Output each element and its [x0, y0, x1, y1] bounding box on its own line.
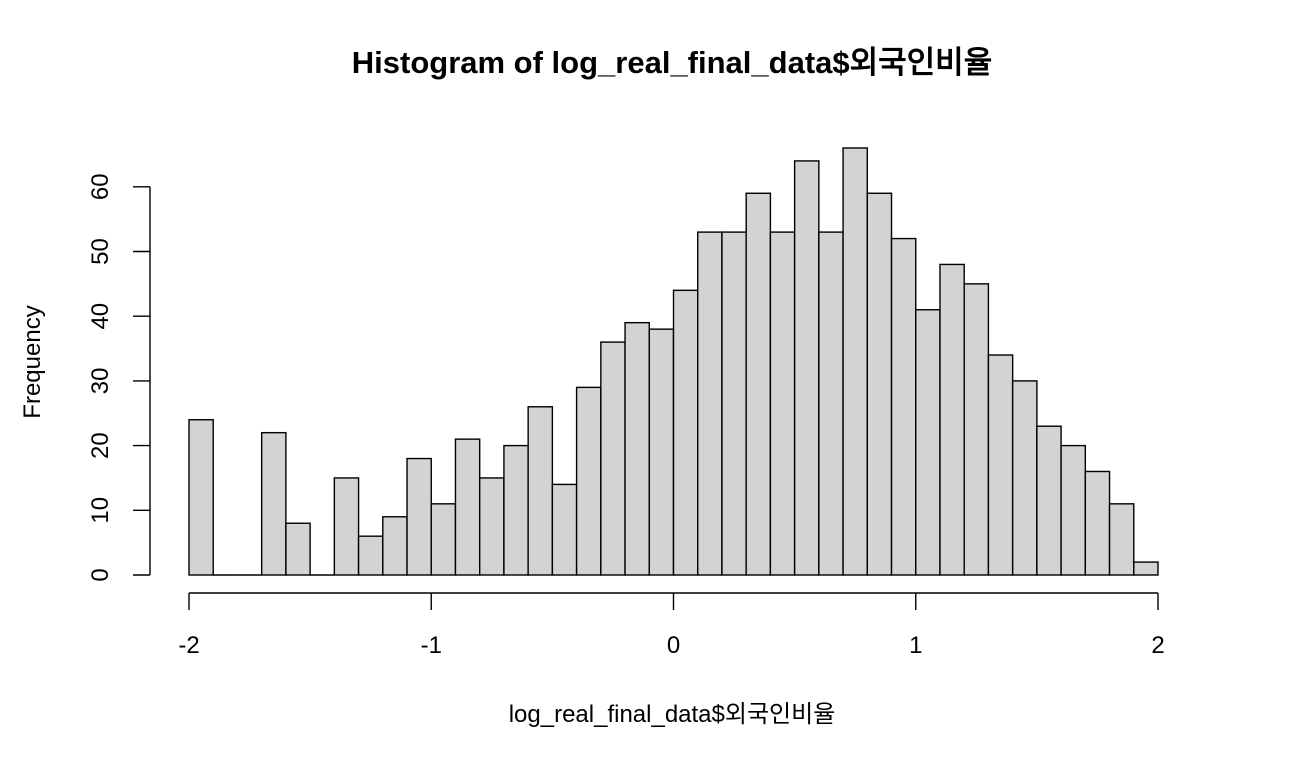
- histogram-bar: [1011, 380, 1038, 576]
- histogram-bar: [697, 231, 723, 576]
- histogram-bar: [648, 328, 675, 576]
- histogram-bar: [357, 535, 384, 576]
- histogram-bar: [1060, 444, 1087, 576]
- y-tick-label: 20: [87, 432, 114, 459]
- histogram-bar: [866, 192, 893, 576]
- y-axis-label: Frequency: [19, 305, 46, 418]
- histogram-bar: [624, 321, 650, 576]
- x-tick-label: -2: [178, 632, 199, 659]
- histogram-bar: [890, 237, 917, 576]
- histogram-bar: [600, 341, 626, 576]
- y-axis: 0 10 20 30 40 50 60: [87, 173, 151, 582]
- histogram-bar: [939, 263, 965, 576]
- histogram-bar: [1133, 561, 1159, 576]
- histogram-bar: [672, 289, 699, 576]
- y-tick-label: 60: [87, 173, 114, 200]
- histogram-bar: [721, 231, 747, 576]
- histogram-bar: [987, 354, 1014, 576]
- histogram-bar: [915, 309, 941, 576]
- y-tick-label: 0: [87, 568, 114, 581]
- histogram-bar: [188, 419, 214, 576]
- y-tick-label: 40: [87, 303, 114, 330]
- x-tick-label: -1: [421, 632, 442, 659]
- histogram-bar: [382, 516, 408, 576]
- histogram-bar: [503, 444, 529, 576]
- histogram-bar: [260, 431, 287, 576]
- x-tick-label: 1: [909, 632, 922, 659]
- histogram-bar: [406, 457, 432, 576]
- y-tick-label: 30: [87, 368, 114, 395]
- x-tick-label: 2: [1151, 632, 1164, 659]
- histogram-bar: [527, 406, 554, 576]
- histogram-bar: [575, 386, 602, 576]
- histogram-bar: [333, 477, 360, 576]
- y-tick-label: 10: [87, 497, 114, 524]
- histogram-bar: [818, 231, 844, 576]
- histogram-bar: [1036, 425, 1062, 576]
- x-axis-label: log_real_final_data$외국인비율: [509, 701, 836, 728]
- histogram-bar: [1108, 503, 1135, 576]
- histogram-bar: [285, 522, 311, 576]
- histogram-bar: [479, 477, 505, 576]
- histogram-bar: [454, 438, 481, 576]
- histogram-bars: [188, 147, 1159, 576]
- histogram-bar: [842, 147, 869, 576]
- histogram-bar: [963, 283, 990, 576]
- x-tick-label: 0: [667, 632, 680, 659]
- histogram-bar: [793, 160, 820, 576]
- y-tick-label: 50: [87, 238, 114, 265]
- histogram-bar: [551, 483, 578, 576]
- histogram-bar: [745, 192, 772, 576]
- histogram-bar: [430, 503, 457, 576]
- x-axis: -2 -1 0 1 2: [178, 592, 1165, 659]
- histogram-bar: [1084, 470, 1111, 576]
- chart-title: Histogram of log_real_final_data$외국인비율: [352, 45, 992, 80]
- histogram-bar: [769, 231, 796, 576]
